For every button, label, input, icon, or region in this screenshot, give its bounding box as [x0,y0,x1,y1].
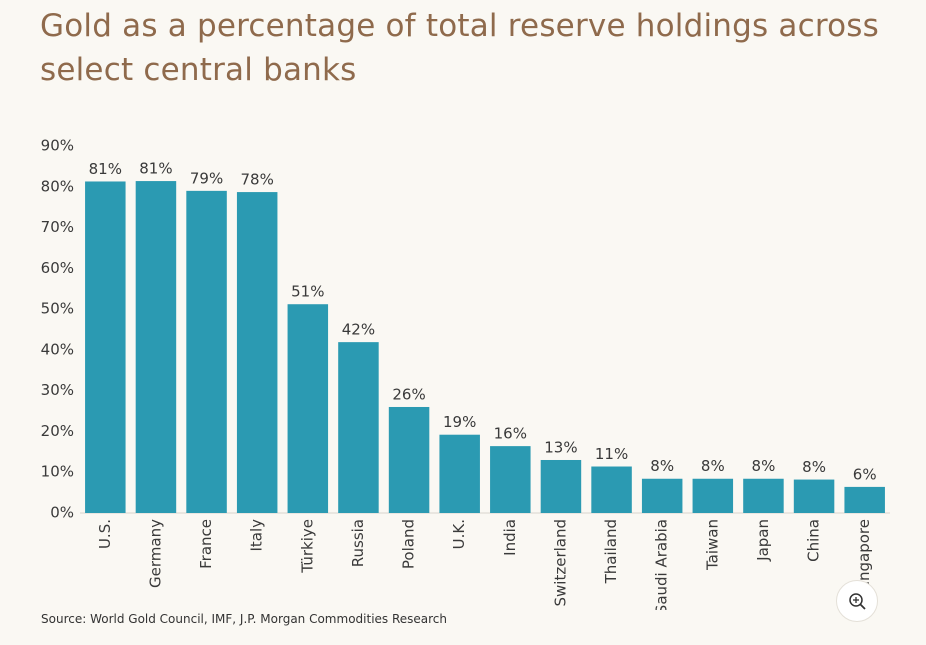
x-tick-label: Switzerland [551,519,569,607]
y-tick-label: 30% [41,381,74,399]
value-label: 81% [139,160,172,178]
bar [338,342,379,513]
chart: 0% 10% 20% 30% 40% 50% 60% 70% 80% 90% U.S. 81% Germ… [41,137,890,610]
bar [186,190,227,513]
zoom-icon [849,593,866,610]
x-tick-label: U.K. [450,519,468,549]
x-tick-label: Italy [248,519,266,552]
x-tick-label: Taiwan [703,519,721,571]
value-label: 79% [190,169,223,187]
x-tick-label: Thailand [602,519,620,584]
y-tick-label: 80% [41,177,74,195]
y-tick-label: 70% [41,218,74,236]
x-tick-label: India [501,519,519,556]
zoom-button[interactable] [836,580,878,622]
value-label: 19% [443,413,476,431]
y-tick-label: 50% [41,300,74,318]
x-tick-label: China [805,519,823,562]
x-tick-label: Singapore [855,519,873,595]
y-tick-label: 90% [41,137,74,155]
y-tick-label: 10% [41,463,74,481]
value-label: 8% [701,457,725,475]
x-tick-label: U.S. [96,519,114,549]
chart-title: Gold as a percentage of total reserve ho… [40,8,879,88]
source-note: Source: World Gold Council, IMF, J.P. Mo… [41,612,448,626]
value-label: 42% [342,321,375,339]
x-tick-label: Russia [349,519,367,567]
bar [641,478,683,513]
bar [844,486,885,513]
x-tick-label: Germany [146,519,164,588]
y-tick-label: 60% [41,259,74,277]
bar [236,192,278,513]
value-label: 16% [494,425,527,443]
value-label: 78% [241,171,274,189]
y-tick-label: 20% [41,422,74,440]
value-label: 13% [544,438,577,456]
bar [85,181,126,513]
bar [540,459,582,513]
x-tick-label: Japan [754,519,772,562]
x-tick-label: Poland [400,519,418,569]
value-label: 8% [752,457,776,475]
y-tick-label: 40% [41,340,74,358]
bar [490,446,531,513]
x-tick-label: Türkiye [298,519,316,574]
bar [287,304,329,513]
bar [135,181,177,513]
bar [793,479,835,513]
bar [388,406,430,513]
value-label: 26% [392,385,425,403]
value-label: 51% [291,283,324,301]
x-tick-label: France [197,519,215,569]
value-label: 81% [89,160,122,178]
bar [591,466,632,513]
value-label: 8% [802,458,826,476]
bar [743,478,784,513]
value-label: 6% [853,465,877,483]
y-tick-label: 0% [50,504,74,522]
value-label: 8% [650,457,674,475]
value-label: 11% [595,445,628,463]
bar [439,434,480,513]
x-tick-label: Saudi Arabia [653,519,671,610]
bar [692,478,734,513]
